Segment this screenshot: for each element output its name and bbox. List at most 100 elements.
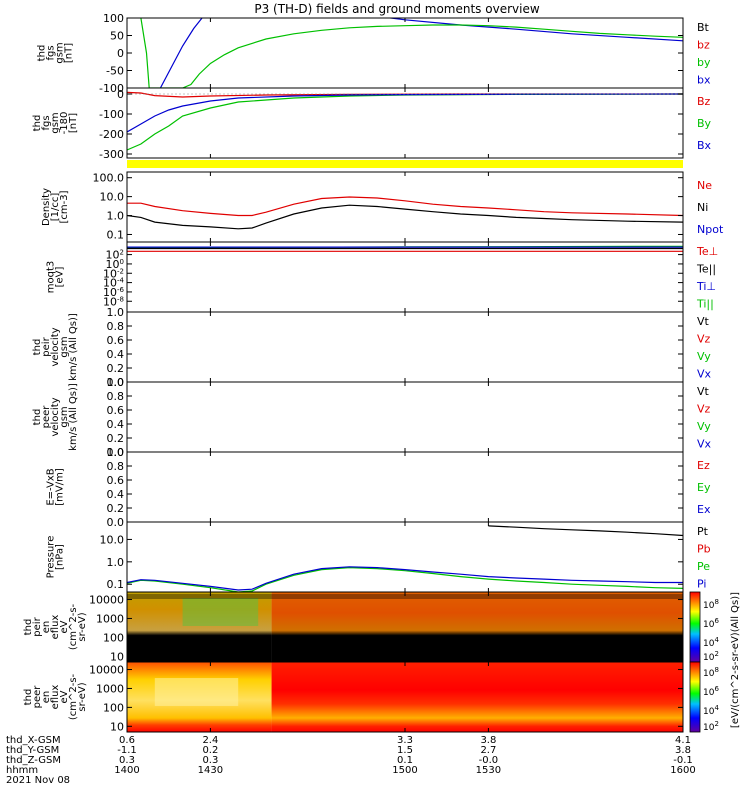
y-axis-label-line: [nT] [68,113,79,133]
y-axis-label-line: sr-eV) [77,682,88,711]
y-axis-label-line: eV [59,690,70,703]
spectrogram-region [127,594,683,599]
y-axis-label: E=-VxB[mV/m] [46,468,66,506]
legend-entry: Vt [697,315,710,328]
panel-elec_spec: 10000 1000 100 10 thdpeerenefluxeV(cm^2-s-sr… [23,661,684,733]
legend-entry: Ex [697,503,711,516]
y-axis-label: Pressure[nPa] [46,536,66,579]
panel-ve: 1.00.80.60.40.20.0thdpeervelocitygsmkm/s… [32,376,712,459]
y-tick-label: 0.2 [107,362,125,375]
y-tick-label: 10 [110,720,124,733]
y-tick-label: 1.0 [107,376,125,389]
legend-entry: by [697,56,711,69]
panel-ion_spec: 10000 1000 100 10 thdpeirenefluxeV(cm^2-s-sr… [23,591,684,663]
panel-frame [126,171,684,243]
panel-frame [126,451,684,523]
x-tick-label: 1430 [198,765,223,776]
x-tick-label: 1530 [476,765,501,776]
y-axis-label-line: [nT] [64,43,75,63]
y-axis-label-line: peir [41,336,52,356]
y-tick-label: 10-4 [103,277,125,290]
y-axis-label-line: gsm [55,42,66,63]
legend-entry: Vy [697,420,711,433]
y-tick-label: 102 [106,249,124,262]
panel-frame [126,381,684,453]
panel-density: 100.0 10.0 1.0 0.1 Density[1/cc][cm-3] Ne Ni Np… [41,171,724,243]
y-tick-label: 100.0 [93,172,125,185]
legend-entry: Bx [697,139,712,152]
y-tick-label: 1000 [96,682,124,695]
legend-entry: Ni [697,201,708,214]
y-axis-label-line: thd [23,619,34,636]
x-tick-label: 3.3 [397,735,413,746]
y-tick-label: 0.6 [107,404,125,417]
panel-frame [126,87,684,159]
spectrogram-region [182,598,259,626]
series-line-density-1 [127,204,683,230]
y-axis-label-line: gsm [50,112,61,133]
x-tick-label: -0.1 [673,755,693,766]
y-axis-label-line: thd [32,339,43,356]
legend-entry: Pt [697,525,709,538]
x-tick-label: 2.4 [202,735,218,746]
colorbar-tick-label: 104 [703,636,719,649]
y-tick-label: -100 [99,108,124,121]
colorbar-tick-label: 104 [703,704,719,717]
legend-entry: Te⊥ [696,245,718,258]
legend-entry: Ez [697,459,710,472]
y-axis-label-line: peer [41,405,52,429]
y-axis-label-line: thd [32,409,43,426]
series-line-egsm-1 [127,93,683,151]
y-tick-label: 1.0 [107,446,125,459]
legend-entry: Pb [697,542,711,555]
legend-entry: Pe [697,560,710,573]
x-tick-label: 1500 [392,765,417,776]
y-axis-label-line: gsm [59,336,70,357]
legend-entry: Ne [697,179,712,192]
colorbar-tick-label: 106 [703,685,719,698]
legend-entry: Bt [697,21,710,34]
legend-entry: Vt [697,385,710,398]
x-tick-label: 1600 [670,765,695,776]
x-row-label: 2021 Nov 08 [6,775,70,786]
colorbar-ion [689,591,701,663]
y-tick-label: 100 [106,258,124,271]
legend-entry: Vz [697,402,711,415]
y-axis-label-line: velocity [50,397,61,436]
x-tick-label: 0.6 [119,735,135,746]
y-axis-label-line: thd [32,115,43,132]
y-tick-label: 0 [117,88,124,101]
panels: 100500-50-100thdfgsgsm[nT]Btbzbybx0-100-… [23,12,724,733]
y-axis-label-line: [eV] [55,267,66,288]
y-axis-label-line: km/s (All Qs)] [68,383,79,451]
y-axis-label-line: Density [41,188,52,226]
series-line-density-0 [127,196,683,217]
y-tick-label: 1.0 [107,306,125,319]
y-axis-label-line: thd [37,45,48,62]
y-tick-label: 0.0 [107,376,125,389]
y-tick-label: 0.2 [107,432,125,445]
y-tick-label: 100 [103,12,124,25]
x-row-label: thd_Y-GSM [6,745,59,756]
series-line-pressure-1 [127,566,683,592]
x-tick-label: 1400 [114,765,139,776]
colorbar-elec [689,661,701,733]
y-tick-label: 10.0 [100,191,125,204]
y-axis-label-line: en [41,691,52,704]
x-tick-label: -0.0 [479,755,499,766]
spectrogram-region [271,592,683,662]
y-tick-label: 10-6 [103,286,125,299]
spectrogram-elec_spec [127,662,683,732]
x-tick-label: 3.8 [675,745,691,756]
legend-entry: Ti⊥ [696,280,716,293]
y-axis-label-line: (cm^2-s- [68,673,79,720]
y-axis-label: moqt3[eV] [46,261,66,294]
panel-frame [126,17,684,89]
x-tick-label: 0.3 [202,755,218,766]
